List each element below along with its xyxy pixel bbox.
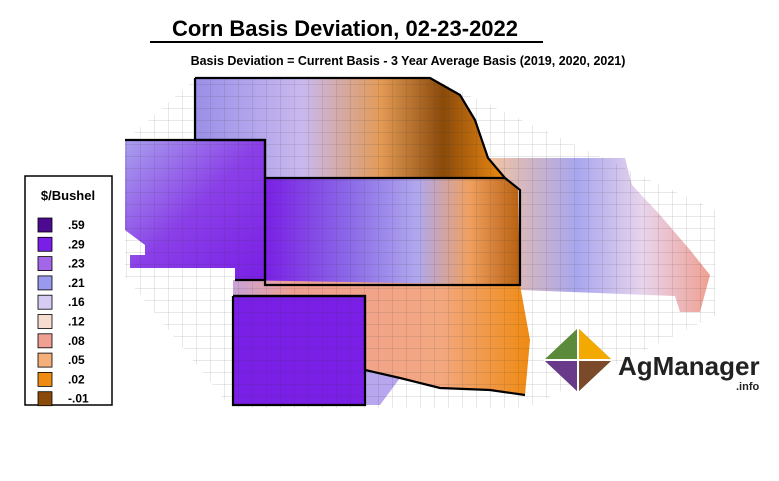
logo-suffix: .info [736,381,759,393]
legend-label: .12 [68,315,85,329]
legend-label: .05 [68,353,85,367]
legend-label: .08 [68,334,85,348]
legend-label: .21 [68,276,85,290]
legend-label: -.01 [68,392,89,406]
logo-name: AgManager [618,351,760,381]
state-borders [125,76,526,407]
legend-swatch [37,294,53,310]
legend-swatch [37,256,53,272]
legend-label: .59 [68,218,85,232]
legend-label: .02 [68,372,85,386]
legend-items: .59 .29 .23 .21 .16 .12 .08 .05 .02 -.01 [37,217,89,407]
legend-title: $/Bushel [41,188,95,203]
legend-swatch [37,352,53,368]
legend-swatch [37,333,53,349]
legend-label: .23 [68,257,85,271]
legend-label: .16 [68,295,85,309]
title: Corn Basis Deviation, 02-23-2022 [172,16,518,41]
subtitle: Basis Deviation = Current Basis - 3 Year… [191,54,626,68]
legend-swatch [37,391,53,407]
legend-swatch [37,217,53,233]
legend: $/Bushel .59 .29 .23 .21 .16 .12 .08 .05 .02 -.01 [24,175,113,407]
legend-swatch [37,236,53,252]
legend-box [24,175,113,406]
legend-swatch [37,275,53,291]
legend-swatch [37,314,53,329]
legend-label: .29 [68,237,85,251]
logo: AgManager .info [544,328,760,393]
legend-swatch [37,371,53,387]
